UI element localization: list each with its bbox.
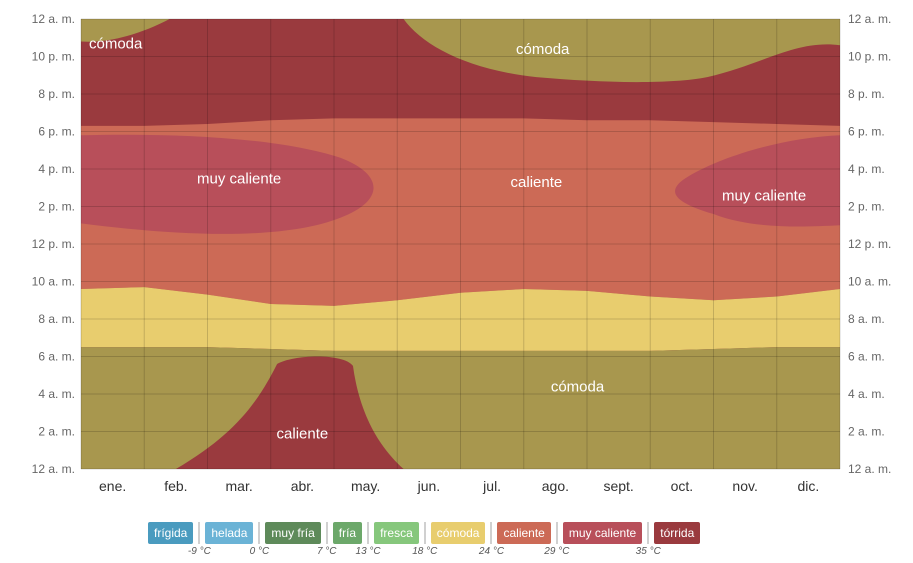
legend-threshold: 7 °C [316, 546, 337, 557]
hour-tick-label: 12 a. m. [32, 462, 75, 476]
zone-very-hot-spring [81, 134, 374, 234]
hour-tick-label: 6 p. m. [848, 125, 885, 139]
legend-separator [367, 522, 370, 544]
hour-tick-label: 12 a. m. [848, 462, 891, 476]
legend-item: caliente [497, 522, 551, 544]
legend-row: frígida helada muy fría fría fresca cómoda cal… [148, 522, 701, 544]
legend-item: muy fría [265, 522, 321, 544]
legend-separator [198, 522, 201, 544]
legend-item: tórrida [654, 522, 701, 544]
left-hour-axis: 12 a. m. 10 p. m. 8 p. m. 6 p. m. 4 p. m. 2 p… [32, 12, 75, 476]
hour-tick-label: 4 a. m. [848, 387, 885, 401]
legend-threshold: 35 °C [635, 546, 661, 557]
zone-label: caliente [511, 174, 563, 191]
month-tick-label: feb. [164, 478, 187, 494]
plot-area [81, 19, 840, 469]
hour-tick-label: 8 a. m. [38, 312, 75, 326]
grid-lines [80, 18, 841, 470]
hour-tick-label: 12 a. m. [32, 12, 75, 26]
month-tick-label: nov. [732, 478, 757, 494]
month-tick-label: jul. [482, 478, 501, 494]
zone-label: muy caliente [197, 170, 281, 187]
legend-threshold: 24 °C [478, 546, 505, 557]
month-tick-label: ago. [542, 478, 569, 494]
zone-label: cómoda [551, 379, 605, 396]
band-comfortable-morning [81, 287, 840, 351]
legend-item: frígida [148, 522, 194, 544]
month-tick-label: sept. [603, 478, 633, 494]
zone-label: muy caliente [722, 187, 806, 204]
zone-label: caliente [277, 425, 329, 442]
legend-item: fría [332, 522, 363, 544]
hour-tick-label: 2 a. m. [38, 425, 75, 439]
hour-tick-label: 6 a. m. [38, 350, 75, 364]
legend-item: muy caliente [562, 522, 643, 544]
hour-tick-label: 12 p. m. [848, 237, 891, 251]
temperature-legend: frígida helada muy fría fría fresca cómoda cal… [0, 522, 913, 558]
temperature-heatmap: cómoda cómoda muy caliente caliente muy cali… [32, 12, 892, 494]
hour-tick-label: 4 p. m. [38, 162, 75, 176]
month-tick-label: dic. [797, 478, 819, 494]
legend-thresholds: -9 °C 0 °C 7 °C 13 °C 18 °C 24 °C 29 °C 35 °C [0, 546, 913, 560]
hour-tick-label: 4 p. m. [848, 162, 885, 176]
legend-threshold: -9 °C [187, 546, 211, 557]
month-tick-label: ene. [99, 478, 126, 494]
legend-separator [555, 522, 558, 544]
hour-tick-label: 8 p. m. [38, 87, 75, 101]
legend-item: helada [205, 522, 254, 544]
hour-tick-label: 10 p. m. [32, 50, 75, 64]
month-tick-label: abr. [291, 478, 314, 494]
right-hour-axis: 12 a. m. 10 p. m. 8 p. m. 6 p. m. 4 p. m. 2 p… [848, 12, 891, 476]
hour-tick-label: 2 p. m. [848, 200, 885, 214]
zone-labels: cómoda cómoda muy caliente caliente muy cali… [89, 35, 806, 442]
zone-very-hot-autumn [675, 135, 840, 227]
legend-threshold: 13 °C [355, 546, 381, 557]
month-tick-label: oct. [671, 478, 694, 494]
hour-tick-label: 6 p. m. [38, 125, 75, 139]
hour-tick-label: 10 a. m. [32, 275, 75, 289]
hour-tick-label: 10 p. m. [848, 50, 891, 64]
month-tick-label: mar. [226, 478, 253, 494]
legend-separator [423, 522, 426, 544]
month-tick-label: may. [351, 478, 380, 494]
hour-tick-label: 4 a. m. [38, 387, 75, 401]
legend-separator [647, 522, 650, 544]
zone-comfortable-summer-night [403, 19, 840, 83]
hour-tick-label: 8 a. m. [848, 312, 885, 326]
hour-tick-label: 10 a. m. [848, 275, 891, 289]
legend-separator [325, 522, 328, 544]
legend-threshold: 0 °C [249, 546, 270, 557]
month-axis: ene. feb. mar. abr. may. jun. jul. ago. sept. oct… [99, 478, 819, 494]
hour-tick-label: 8 p. m. [848, 87, 885, 101]
legend-item: cómoda [430, 522, 486, 544]
zone-hot-night [175, 356, 404, 469]
month-tick-label: jun. [417, 478, 441, 494]
legend-separator [258, 522, 261, 544]
hour-tick-label: 12 p. m. [32, 237, 75, 251]
legend-threshold: 29 °C [544, 546, 570, 557]
legend-item: fresca [374, 522, 419, 544]
hour-tick-label: 12 a. m. [848, 12, 891, 26]
legend-separator [490, 522, 493, 544]
hour-tick-label: 2 p. m. [38, 200, 75, 214]
zone-label: cómoda [516, 41, 570, 58]
hour-tick-label: 2 a. m. [848, 425, 885, 439]
zone-label: cómoda [89, 35, 143, 52]
zone-comfortable-jan-night [81, 19, 170, 42]
legend-threshold: 18 °C [412, 546, 438, 557]
hour-tick-label: 6 a. m. [848, 350, 885, 364]
